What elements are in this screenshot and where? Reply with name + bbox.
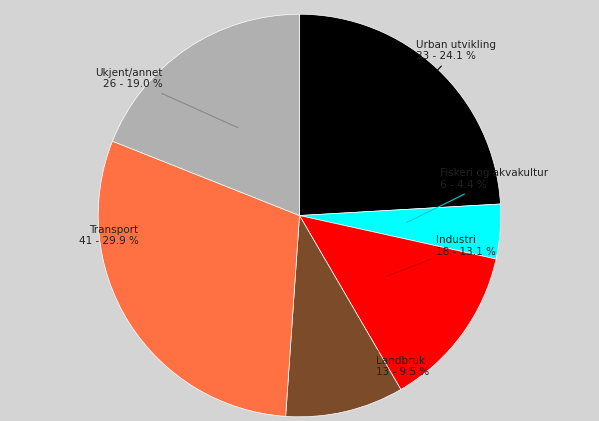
Wedge shape: [98, 141, 300, 416]
Text: Transport
41 - 29.9 %: Transport 41 - 29.9 %: [78, 225, 208, 270]
Wedge shape: [300, 216, 496, 389]
Text: Urban utvikling
33 - 24.1 %: Urban utvikling 33 - 24.1 %: [373, 40, 496, 137]
Text: Fiskeri og akvakultur
6 - 4.4 %: Fiskeri og akvakultur 6 - 4.4 %: [406, 168, 549, 223]
Wedge shape: [300, 204, 501, 259]
Wedge shape: [113, 14, 300, 216]
Text: Ukjent/annet
26 - 19.0 %: Ukjent/annet 26 - 19.0 %: [95, 68, 238, 128]
Text: Landbruk
13 - 9.5 %: Landbruk 13 - 9.5 %: [326, 319, 429, 377]
Text: Industri
18 - 13.1 %: Industri 18 - 13.1 %: [386, 235, 496, 276]
Wedge shape: [300, 14, 501, 216]
Wedge shape: [286, 216, 401, 417]
